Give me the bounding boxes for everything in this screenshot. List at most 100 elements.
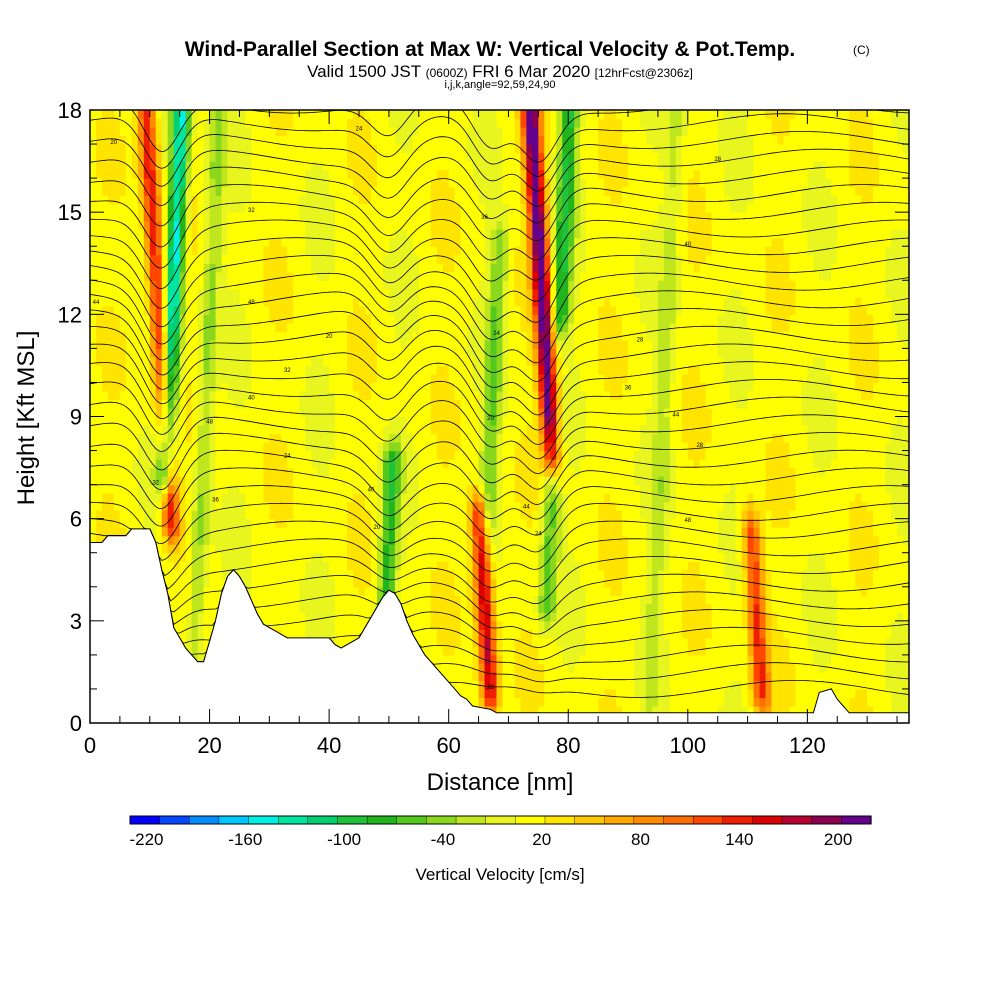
velocity-cell xyxy=(209,493,217,503)
velocity-cell xyxy=(125,339,133,349)
velocity-cell xyxy=(233,161,241,171)
velocity-cell xyxy=(95,288,103,298)
velocity-cell xyxy=(263,459,270,469)
velocity-cell xyxy=(472,544,480,554)
velocity-cell xyxy=(137,331,145,341)
velocity-cell xyxy=(161,459,169,469)
velocity-cell xyxy=(251,263,258,273)
velocity-cell xyxy=(490,365,498,375)
velocity-cell xyxy=(448,110,456,120)
velocity-cell xyxy=(155,288,163,298)
velocity-cell xyxy=(394,356,402,367)
velocity-cell xyxy=(454,373,462,384)
velocity-cell xyxy=(490,288,498,298)
velocity-cell xyxy=(335,280,342,290)
velocity-cell xyxy=(191,127,199,137)
velocity-cell xyxy=(388,407,396,418)
velocity-cell xyxy=(478,127,486,137)
velocity-cell xyxy=(394,527,402,537)
velocity-cell xyxy=(353,518,360,528)
velocity-cell xyxy=(460,467,468,477)
velocity-cell xyxy=(179,203,187,213)
velocity-cell xyxy=(478,280,486,290)
velocity-cell xyxy=(329,203,336,213)
velocity-cell xyxy=(472,110,480,120)
velocity-cell xyxy=(376,237,384,247)
velocity-cell xyxy=(317,578,324,588)
velocity-cell xyxy=(347,476,354,486)
velocity-cell xyxy=(436,322,444,332)
velocity-cell xyxy=(436,339,444,349)
velocity-cell xyxy=(341,535,348,545)
velocity-cell xyxy=(406,127,414,137)
velocity-cell xyxy=(364,263,372,273)
velocity-cell xyxy=(466,161,474,171)
velocity-cell xyxy=(191,407,199,418)
velocity-cell xyxy=(406,561,414,571)
velocity-cell xyxy=(101,433,109,443)
velocity-cell xyxy=(143,237,151,247)
velocity-cell xyxy=(203,501,211,511)
velocity-cell xyxy=(359,578,366,588)
velocity-cell xyxy=(472,373,480,384)
velocity-cell xyxy=(191,629,199,639)
velocity-cell xyxy=(113,178,121,188)
velocity-cell xyxy=(299,612,306,622)
velocity-cell xyxy=(245,186,253,196)
velocity-cell xyxy=(155,348,163,358)
velocity-cell xyxy=(436,348,444,358)
velocity-cell xyxy=(448,382,456,392)
velocity-cell xyxy=(209,118,217,128)
velocity-cell xyxy=(113,203,121,213)
velocity-cell xyxy=(478,110,486,120)
velocity-cell xyxy=(323,595,330,605)
velocity-cell xyxy=(179,280,187,290)
velocity-cell xyxy=(269,169,276,179)
velocity-cell xyxy=(143,110,151,120)
velocity-cell xyxy=(275,186,282,196)
velocity-cell xyxy=(293,178,300,188)
velocity-cell xyxy=(227,220,235,230)
velocity-cell xyxy=(424,161,432,171)
velocity-cell xyxy=(490,416,498,426)
velocity-cell xyxy=(95,246,103,256)
velocity-cell xyxy=(203,561,211,571)
velocity-cell xyxy=(317,586,324,596)
velocity-cell xyxy=(490,229,498,239)
velocity-cell xyxy=(221,535,229,545)
velocity-cell xyxy=(239,118,247,128)
velocity-cell xyxy=(364,169,372,179)
velocity-cell xyxy=(323,288,330,298)
velocity-cell xyxy=(376,586,384,596)
velocity-cell xyxy=(370,339,378,349)
velocity-cell xyxy=(101,144,109,154)
velocity-cell xyxy=(376,348,384,358)
velocity-cell xyxy=(299,118,306,128)
velocity-cell xyxy=(394,144,402,154)
velocity-cell xyxy=(185,450,193,460)
velocity-cell xyxy=(287,305,294,315)
velocity-cell xyxy=(95,314,103,324)
velocity-cell xyxy=(317,595,324,605)
velocity-cell xyxy=(149,407,157,418)
velocity-cell xyxy=(359,220,366,230)
velocity-cell xyxy=(448,476,456,486)
velocity-cell xyxy=(418,603,426,613)
velocity-cell xyxy=(394,195,402,205)
velocity-cell xyxy=(496,501,504,511)
velocity-cell xyxy=(263,552,270,562)
velocity-cell xyxy=(460,671,468,682)
velocity-cell xyxy=(173,178,181,188)
velocity-cell xyxy=(275,348,282,358)
velocity-cell xyxy=(161,203,169,213)
velocity-cell xyxy=(251,254,258,264)
velocity-cell xyxy=(347,578,354,588)
velocity-cell xyxy=(478,663,486,673)
velocity-cell xyxy=(412,578,420,588)
velocity-cell xyxy=(394,382,402,392)
velocity-cell xyxy=(424,314,432,324)
velocity-cell xyxy=(185,612,193,622)
velocity-cell xyxy=(376,152,384,162)
velocity-cell xyxy=(490,271,498,281)
velocity-cell xyxy=(281,501,288,511)
